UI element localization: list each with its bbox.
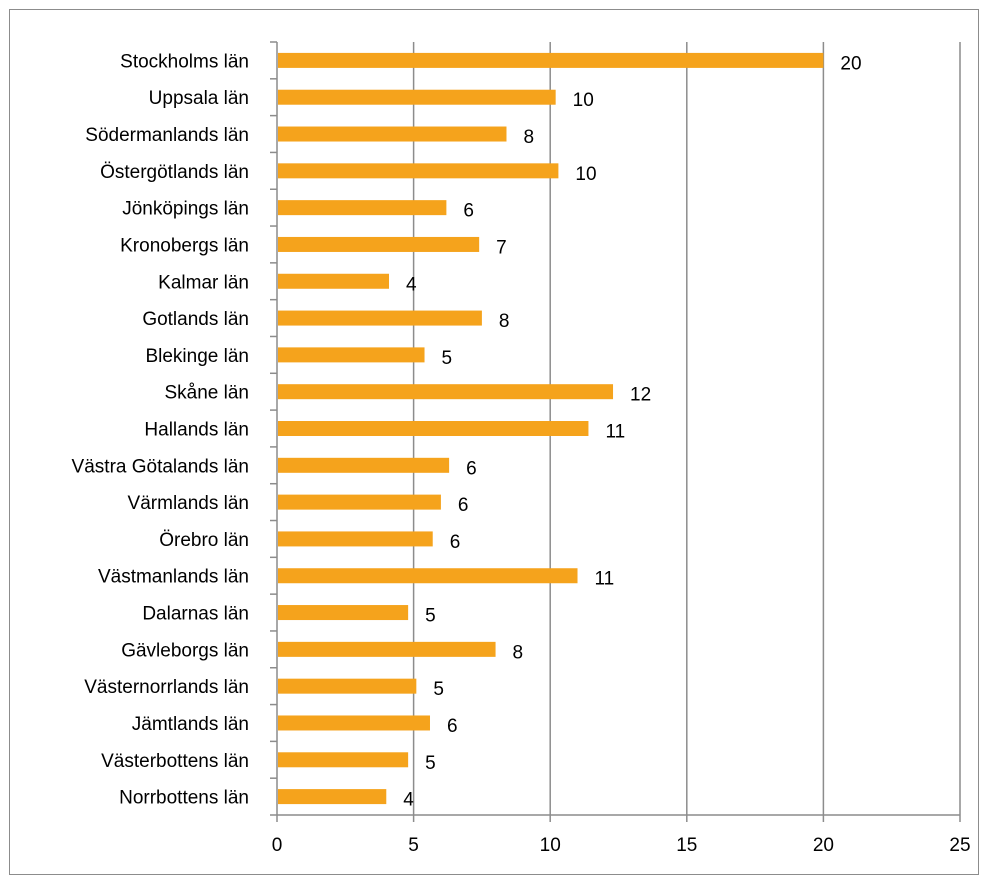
bar — [278, 310, 482, 326]
category-label: Västerbottens län — [101, 751, 249, 772]
category-label: Norrbottens län — [119, 788, 249, 809]
data-label: 5 — [433, 679, 444, 700]
bar — [278, 531, 433, 547]
data-label: 5 — [425, 606, 436, 627]
data-label: 6 — [450, 532, 461, 553]
bar — [278, 200, 447, 216]
chart-frame — [9, 9, 979, 875]
x-tick-label: 0 — [272, 835, 283, 856]
data-label: 6 — [463, 201, 474, 222]
category-label: Västmanlands län — [98, 567, 249, 588]
category-label: Kronobergs län — [120, 235, 249, 256]
category-label: Västernorrlands län — [84, 677, 249, 698]
data-label: 11 — [595, 569, 615, 590]
bar — [278, 421, 589, 436]
x-tick-label: 20 — [813, 835, 834, 856]
data-label: 11 — [605, 422, 625, 443]
bar — [278, 126, 507, 142]
bar — [278, 605, 409, 621]
data-label: 7 — [496, 237, 507, 258]
bar — [278, 52, 824, 68]
category-label: Stockholms län — [120, 51, 249, 72]
data-label: 12 — [630, 385, 651, 406]
category-label: Hallands län — [144, 420, 249, 441]
category-label: Södermanlands län — [85, 125, 249, 146]
data-label: 6 — [458, 495, 469, 516]
data-label: 8 — [513, 642, 524, 663]
category-label: Gotlands län — [142, 309, 249, 330]
axes — [270, 41, 961, 822]
data-label: 8 — [523, 127, 534, 148]
bar — [278, 568, 578, 584]
bar — [278, 89, 556, 105]
data-label: 5 — [425, 753, 436, 774]
data-label: 20 — [840, 53, 861, 74]
bar — [278, 457, 450, 473]
category-label: Jönköpings län — [122, 199, 249, 220]
bar — [278, 273, 390, 289]
bar — [278, 752, 409, 768]
category-label: Jämtlands län — [132, 714, 249, 735]
bar — [278, 641, 496, 657]
category-label: Uppsala län — [149, 88, 249, 109]
data-label: 8 — [499, 311, 510, 332]
labels: 0 5 10 15 20 25 Stockholms län 20 Uppsala län 10 S… — [72, 51, 971, 856]
bar — [278, 715, 430, 731]
data-label: 6 — [447, 716, 458, 737]
data-label: 4 — [406, 274, 417, 295]
x-tick-label: 5 — [408, 835, 419, 856]
bar — [278, 347, 425, 363]
x-tick-label: 15 — [676, 835, 697, 856]
bar — [278, 494, 441, 510]
data-label: 10 — [573, 90, 594, 111]
category-label: Värmlands län — [128, 493, 249, 514]
x-tick-label: 10 — [540, 835, 561, 856]
category-label: Västra Götalands län — [72, 456, 249, 477]
bar — [278, 678, 417, 694]
category-label: Örebro län — [159, 530, 249, 551]
data-label: 6 — [466, 458, 477, 479]
bar — [278, 163, 559, 179]
bar — [278, 384, 614, 400]
data-label: 5 — [442, 348, 453, 369]
category-label: Kalmar län — [158, 272, 249, 293]
category-label: Gävleborgs län — [121, 640, 249, 661]
category-label: Östergötlands län — [100, 162, 249, 183]
category-label: Blekinge län — [145, 346, 249, 367]
x-tick-label: 25 — [949, 835, 970, 856]
bar — [278, 789, 387, 805]
bars — [278, 52, 824, 805]
data-label: 10 — [575, 164, 596, 185]
category-label: Dalarnas län — [142, 604, 249, 625]
bar — [278, 236, 480, 252]
data-label: 4 — [403, 790, 414, 811]
category-label: Skåne län — [164, 383, 249, 404]
